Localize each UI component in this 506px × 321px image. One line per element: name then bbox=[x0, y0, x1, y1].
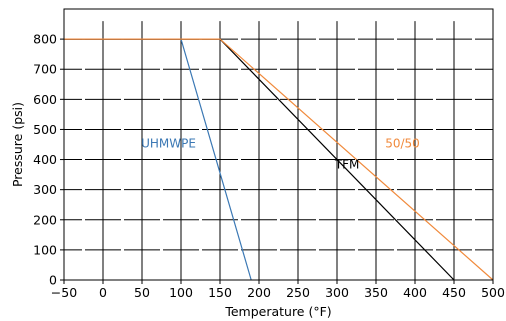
y-tick-label: 0 bbox=[49, 273, 57, 288]
grid-marks bbox=[64, 21, 494, 280]
y-tick-label: 300 bbox=[33, 182, 57, 197]
x-tick-label: 500 bbox=[481, 285, 505, 300]
y-tick-label: 200 bbox=[33, 212, 57, 227]
plot-frame bbox=[63, 8, 494, 281]
x-axis-label: Temperature (°F) bbox=[224, 304, 331, 319]
x-axis-ticks: −50 0 50 100 150 200 250 300 350 400 450 500 bbox=[51, 280, 505, 300]
y-tick-label: 600 bbox=[33, 92, 57, 107]
y-axis-label: Pressure (psi) bbox=[10, 102, 25, 187]
y-tick-label: 700 bbox=[33, 62, 57, 77]
x-tick-label: 250 bbox=[286, 285, 310, 300]
y-tick-label: 400 bbox=[33, 152, 57, 167]
y-axis-ticks: 0 100 200 300 400 500 600 700 800 bbox=[33, 32, 64, 288]
x-tick-label: 150 bbox=[208, 285, 232, 300]
y-tick-label: 500 bbox=[33, 122, 57, 137]
x-tick-label: 100 bbox=[169, 285, 193, 300]
x-tick-label: 0 bbox=[99, 285, 107, 300]
y-tick-label: 800 bbox=[33, 32, 57, 47]
x-tick-label: 350 bbox=[364, 285, 388, 300]
series-annotation: 50/50 bbox=[385, 137, 420, 151]
series-annotation: UHMWPE bbox=[141, 137, 196, 151]
x-tick-label: −50 bbox=[51, 285, 77, 300]
x-tick-label: 200 bbox=[247, 285, 271, 300]
x-tick-label: 300 bbox=[325, 285, 349, 300]
x-tick-label: 400 bbox=[403, 285, 427, 300]
series-annotations: UHMWPE TFM 50/50 bbox=[141, 137, 420, 172]
series-line-50-50 bbox=[64, 38, 494, 281]
series-lines bbox=[64, 38, 494, 281]
series-annotation: TFM bbox=[334, 158, 360, 172]
x-tick-label: 450 bbox=[442, 285, 466, 300]
y-tick-label: 100 bbox=[33, 242, 57, 257]
x-tick-label: 50 bbox=[134, 285, 150, 300]
